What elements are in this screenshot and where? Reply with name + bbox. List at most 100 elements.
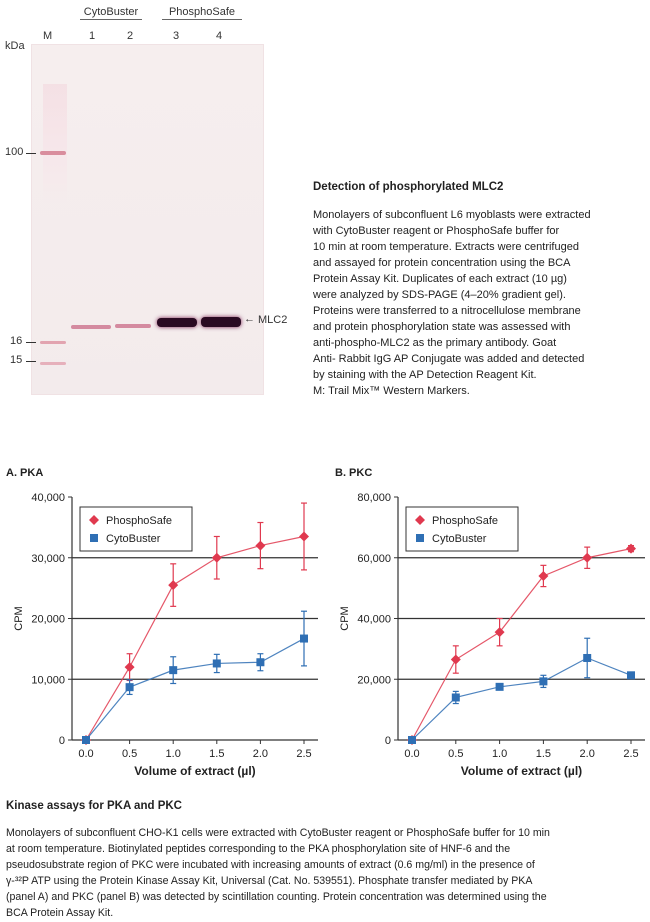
kinase-caption-line: Monolayers of subconfluent CHO-K1 cells … bbox=[6, 827, 550, 839]
caption-line: were analyzed by SDS-PAGE (4–20% gradien… bbox=[313, 289, 566, 301]
lane-label-3: 3 bbox=[173, 30, 180, 42]
legend-label-phosphosafe: PhosphoSafe bbox=[432, 515, 498, 527]
band-lane-4 bbox=[201, 317, 241, 327]
data-point-cytobuster bbox=[539, 677, 548, 686]
data-point-phosphosafe bbox=[582, 552, 593, 563]
legend-box bbox=[79, 506, 193, 552]
x-tick-label: 0.0 bbox=[404, 748, 419, 760]
marker-band-15 bbox=[40, 362, 66, 365]
marker-band-16 bbox=[40, 341, 66, 344]
y-tick-label: 20,000 bbox=[31, 614, 65, 626]
caption-line: Monolayers of subconfluent L6 myoblasts … bbox=[313, 209, 591, 221]
series-line-phosphosafe bbox=[411, 548, 632, 741]
x-tick-label: 1.0 bbox=[166, 748, 181, 760]
kinase-caption-line: BCA Protein Assay Kit. bbox=[6, 907, 114, 919]
data-point-phosphosafe bbox=[299, 531, 309, 542]
data-point-phosphosafe bbox=[211, 552, 222, 563]
y-tick-label: 0 bbox=[385, 735, 391, 747]
legend-label-cytobuster: CytoBuster bbox=[106, 533, 161, 545]
series-line-cytobuster bbox=[411, 657, 632, 741]
x-tick-label: 0.0 bbox=[78, 748, 93, 760]
data-point-cytobuster bbox=[82, 736, 90, 744]
y-tick-label: 60,000 bbox=[357, 553, 391, 565]
x-tick-label: 2.5 bbox=[296, 748, 311, 760]
x-axis-label: Volume of extract (µl) bbox=[461, 764, 582, 778]
x-tick-label: 0.5 bbox=[448, 748, 463, 760]
marker-label-15: 15 bbox=[10, 354, 23, 366]
x-tick-label: 0.5 bbox=[122, 748, 137, 760]
y-tick-label: 0 bbox=[59, 735, 65, 747]
marker-tick-15 bbox=[26, 361, 36, 362]
panel-b-title: B. PKC bbox=[335, 467, 373, 479]
marker-label-100: 100 bbox=[5, 146, 24, 158]
band-arrow-icon: ← bbox=[244, 313, 255, 325]
y-axis-label: CPM bbox=[13, 606, 25, 630]
kinase-caption-line: (panel A) and PKC (panel B) was detected… bbox=[6, 891, 547, 903]
data-point-cytobuster bbox=[212, 659, 221, 668]
lane-group-phosphosafe: PhosphoSafe bbox=[162, 6, 242, 20]
legend-label-phosphosafe: PhosphoSafe bbox=[106, 515, 172, 527]
y-tick-label: 30,000 bbox=[31, 553, 65, 565]
marker-lane-smear bbox=[43, 84, 67, 204]
western-blot-membrane bbox=[31, 44, 264, 395]
lane-group-cytobuster: CytoBuster bbox=[80, 6, 142, 20]
legend-marker-phosphosafe bbox=[415, 515, 425, 525]
lane-label-2: 2 bbox=[127, 30, 134, 42]
data-point-cytobuster bbox=[169, 666, 178, 675]
chart-pkc: 0 20,000 40,000 60,000 80,000 0.0 0.5 1.0 1.5 2.0… bbox=[339, 492, 645, 778]
x-tick-label: 2.5 bbox=[623, 748, 638, 760]
caption-line: anti-phospho-MLC2 as the primary antibod… bbox=[313, 337, 557, 349]
x-tick-label: 2.0 bbox=[253, 748, 268, 760]
chart-pka: 0 10,000 20,000 30,000 40,000 0.0 0.5 1.0 1.5 2.0… bbox=[13, 492, 318, 778]
data-point-phosphosafe bbox=[255, 540, 266, 551]
kinase-caption-body: Monolayers of subconfluent CHO-K1 cells … bbox=[6, 825, 646, 921]
x-tick-label: 1.0 bbox=[492, 748, 507, 760]
caption-line: Anti- Rabbit IgG AP Conjugate was added … bbox=[313, 353, 585, 365]
band-lane-3 bbox=[157, 318, 197, 327]
data-point-cytobuster bbox=[495, 682, 504, 691]
marker-band-100 bbox=[40, 151, 66, 155]
kinase-caption-line: γ-³²P ATP using the Protein Kinase Assay… bbox=[6, 875, 533, 887]
y-tick-label: 10,000 bbox=[31, 674, 65, 686]
band-label-mlc2: MLC2 bbox=[258, 314, 288, 326]
band-lane-2 bbox=[115, 324, 151, 328]
y-axis-label: CPM bbox=[339, 606, 351, 630]
x-tick-label: 2.0 bbox=[580, 748, 595, 760]
marker-tick-16 bbox=[26, 342, 36, 343]
caption-line: by staining with the AP Detection Reagen… bbox=[313, 369, 537, 381]
marker-tick-100 bbox=[26, 153, 36, 154]
kda-label: kDa bbox=[5, 40, 25, 52]
data-point-cytobuster bbox=[627, 671, 635, 680]
data-point-cytobuster bbox=[583, 653, 592, 662]
kinase-caption-title: Kinase assays for PKA and PKC bbox=[6, 800, 182, 812]
data-point-cytobuster bbox=[256, 658, 265, 667]
marker-label-16: 16 bbox=[10, 335, 23, 347]
data-point-phosphosafe bbox=[124, 662, 135, 673]
y-tick-label: 40,000 bbox=[357, 614, 391, 626]
x-axis-label: Volume of extract (µl) bbox=[134, 764, 255, 778]
legend-marker-cytobuster bbox=[90, 534, 98, 542]
data-point-cytobuster bbox=[408, 736, 416, 744]
data-point-cytobuster bbox=[300, 634, 308, 643]
caption-line: M: Trail Mix™ Western Markers. bbox=[313, 385, 470, 397]
lane-label-m: M bbox=[43, 30, 53, 42]
series-line-cytobuster bbox=[85, 638, 305, 741]
data-point-phosphosafe bbox=[168, 580, 179, 591]
legend-marker-phosphosafe bbox=[89, 515, 99, 525]
data-point-cytobuster bbox=[125, 683, 134, 692]
band-lane-1 bbox=[71, 325, 111, 329]
caption-line: 10 min at room temperature. Extracts wer… bbox=[313, 241, 579, 253]
data-point-phosphosafe bbox=[450, 654, 461, 665]
kinase-caption-line: at room temperature. Biotinylated peptid… bbox=[6, 843, 511, 855]
series-line-phosphosafe bbox=[85, 535, 305, 741]
data-point-phosphosafe bbox=[538, 570, 549, 581]
caption-line: Proteins were transferred to a nitrocell… bbox=[313, 305, 581, 317]
x-tick-label: 1.5 bbox=[536, 748, 551, 760]
data-point-cytobuster bbox=[451, 693, 460, 702]
legend-box bbox=[405, 506, 519, 552]
legend-marker-cytobuster bbox=[416, 534, 424, 542]
caption-line: Protein Assay Kit. Duplicates of each ex… bbox=[313, 273, 567, 285]
panel-a-title: A. PKA bbox=[6, 467, 44, 479]
legend-label-cytobuster: CytoBuster bbox=[432, 533, 487, 545]
caption-line: with CytoBuster reagent or PhosphoSafe b… bbox=[313, 225, 560, 237]
